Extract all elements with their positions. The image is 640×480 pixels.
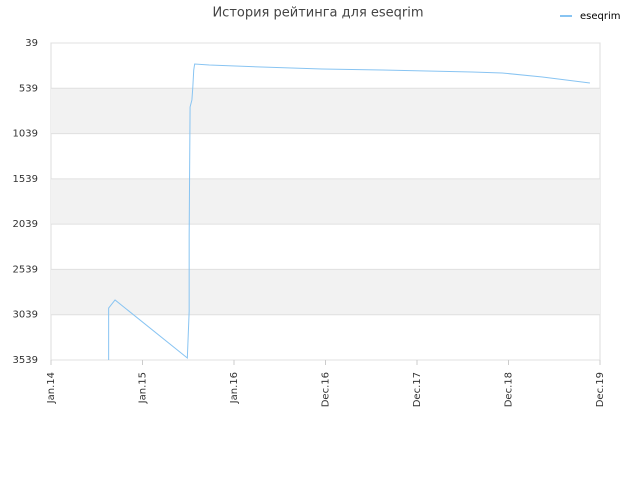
y-tick-label: 539 — [19, 83, 38, 94]
legend-label: eseqrim — [580, 11, 621, 22]
grid-band — [51, 269, 600, 315]
x-tick-label: Jan.16 — [229, 372, 240, 404]
y-tick-label: 1039 — [13, 129, 38, 140]
grid-band — [51, 178, 600, 225]
x-tick-label: Jan.14 — [46, 372, 57, 404]
y-tick-label: 3039 — [13, 310, 38, 321]
y-tick-label: 2539 — [13, 264, 38, 275]
x-tick-label: Dec.19 — [595, 372, 606, 407]
y-tick-label: 3539 — [13, 355, 38, 366]
grid-band — [51, 88, 600, 134]
y-tick-label: 2039 — [13, 219, 38, 230]
x-tick-label: Dec.18 — [504, 372, 515, 407]
y-tick-label: 1539 — [13, 174, 38, 185]
line-series — [108, 63, 590, 360]
y-tick-label: 39 — [25, 38, 38, 49]
chart-title: История рейтинга для eseqrim — [212, 6, 423, 21]
x-tick-label: Jan.15 — [138, 372, 149, 404]
x-tick-label: Dec.16 — [321, 372, 332, 407]
x-tick-label: Dec.17 — [412, 372, 423, 407]
